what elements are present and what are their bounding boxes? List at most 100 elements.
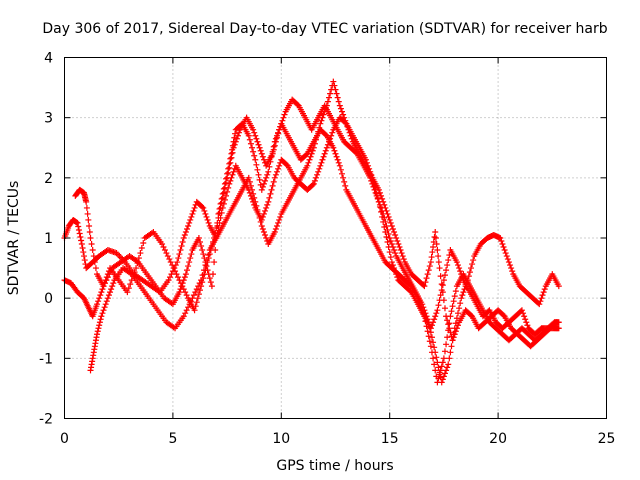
data-point [271,228,278,235]
data-point [251,194,258,201]
data-point [324,98,331,105]
data-point [79,245,86,252]
data-point [186,219,193,226]
data-point [378,192,385,199]
data-point [497,235,504,241]
data-point [336,162,343,169]
data-point [200,267,207,274]
data-point [383,207,390,214]
data-point [200,251,207,258]
chart-title: Day 306 of 2017, Sidereal Day-to-day VTE… [42,21,607,37]
data-point [81,257,88,264]
data-point [185,222,192,229]
data-point [505,259,512,266]
y-tick-label: 2 [44,171,53,187]
data-point [384,239,391,246]
data-point [391,247,398,254]
data-point [333,90,340,97]
data-point [340,174,347,181]
data-point [329,129,336,136]
data-point [254,206,261,213]
data-point [273,168,280,175]
data-point [317,162,324,169]
data-point [190,292,197,299]
data-point [135,255,142,262]
data-point [104,295,111,302]
data-point [384,210,391,217]
data-point [169,262,176,269]
data-point [325,138,332,145]
data-point [521,313,528,320]
data-point [396,244,403,251]
data-point [427,259,434,266]
x-tick-label: 20 [489,431,507,447]
data-point [207,279,214,286]
data-point [389,244,396,251]
data-point [168,271,175,278]
data-point [386,249,393,256]
data-point [425,333,432,340]
data-point [454,262,461,269]
data-point [164,253,171,260]
data-point [213,224,220,231]
data-point [205,252,212,259]
data-point [108,286,115,293]
data-point [308,150,315,157]
data-point [391,228,398,235]
data-point [177,247,184,254]
data-point [294,101,301,108]
data-point [432,228,439,235]
data-point [134,260,141,267]
data-point [325,94,332,101]
data-point [424,316,431,323]
data-point [343,120,350,127]
data-point [334,156,341,163]
data-point [86,222,93,229]
data-point [96,322,103,329]
data-point [103,298,110,305]
data-point [87,235,94,241]
data-point [186,301,193,308]
data-point [420,282,427,289]
data-point [204,216,211,223]
data-point [450,298,457,305]
data-point [392,231,399,238]
data-point [201,207,208,214]
data-point [438,281,445,288]
data-point [91,259,98,266]
data-point [104,271,111,278]
data-point [266,163,273,170]
data-point [281,111,288,118]
data-point [312,136,319,143]
data-point [272,225,279,232]
data-point [179,239,186,246]
data-point [263,235,270,241]
data-point [268,186,275,193]
data-point [388,222,395,229]
data-point [315,168,322,175]
data-point [160,244,167,251]
x-tick-label: 10 [272,431,290,447]
data-point [228,154,235,161]
data-point [541,286,548,293]
data-point [324,141,331,148]
data-point [330,78,337,85]
data-point [183,225,190,232]
data-point [193,299,200,306]
data-point [553,319,560,326]
data-point [170,265,177,272]
data-point [270,146,277,153]
data-point [383,233,390,240]
data-points [61,78,562,386]
data-point [454,322,461,329]
data-point [255,141,262,148]
data-point [216,209,223,216]
data-point [391,265,398,272]
y-tick-label: 0 [44,291,53,307]
data-point [182,289,189,296]
data-point [347,132,354,139]
data-point [426,263,433,270]
data-point [339,108,346,115]
data-point [180,235,187,241]
data-point [203,213,210,220]
